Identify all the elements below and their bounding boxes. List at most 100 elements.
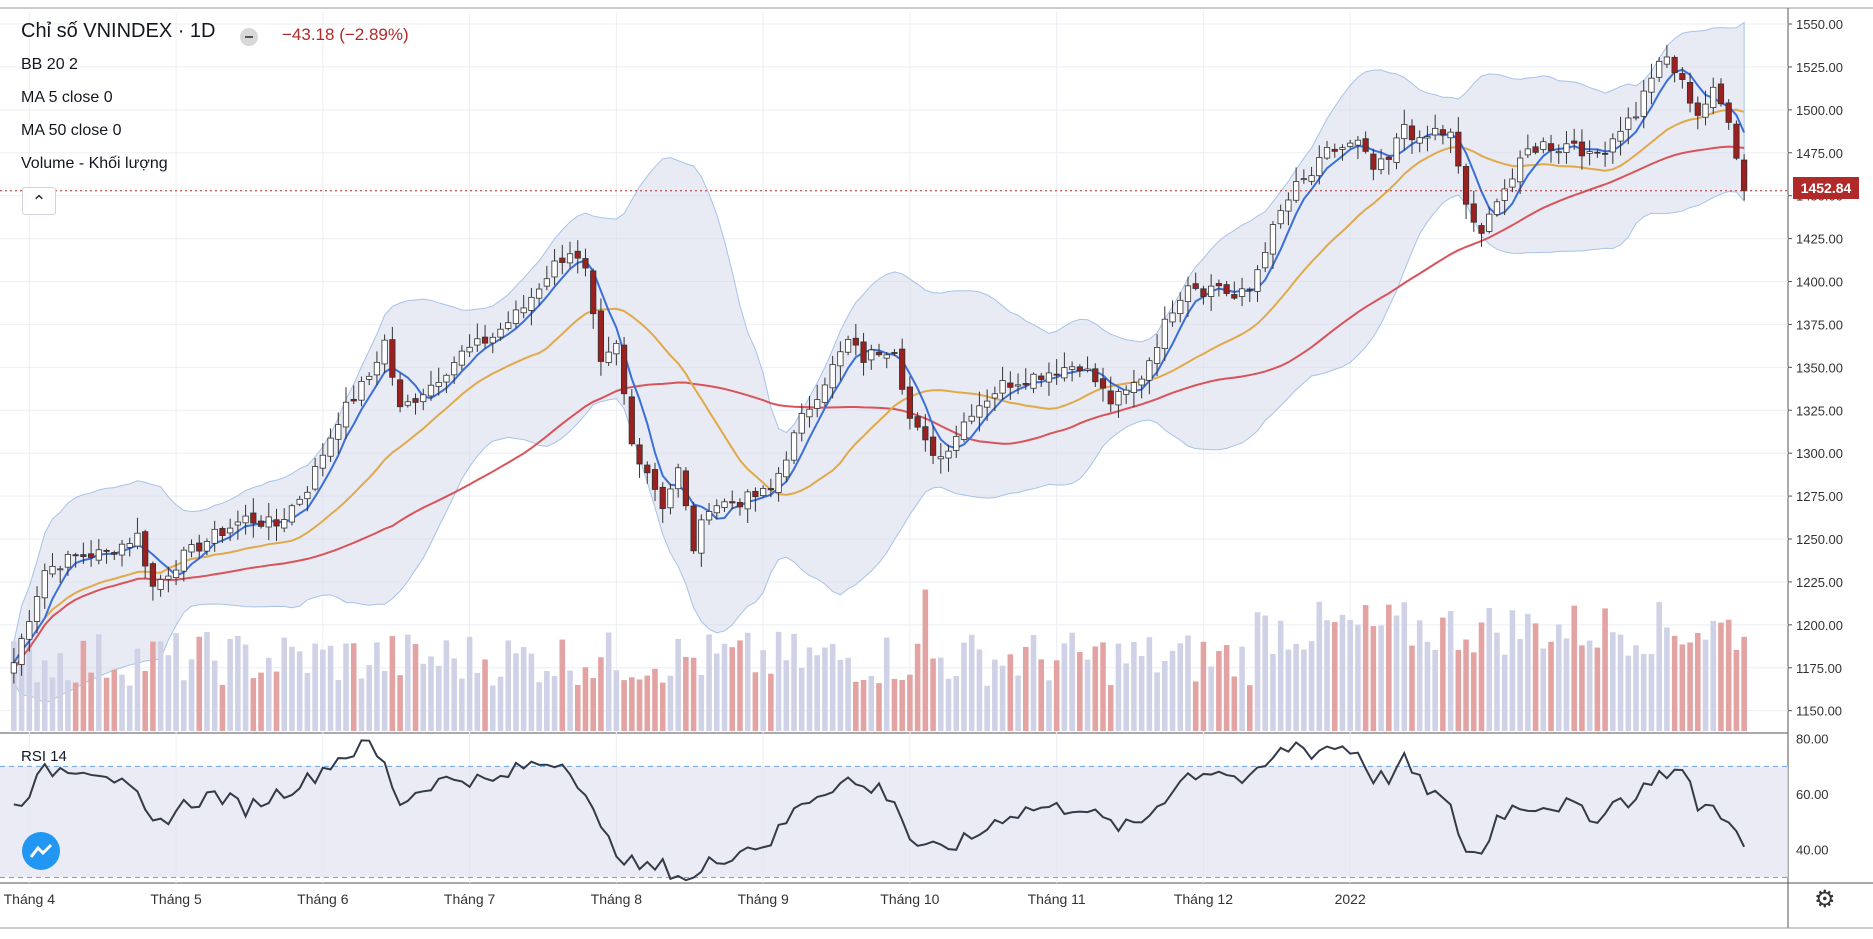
volume-bar: [126, 685, 133, 731]
candle-body: [1439, 129, 1446, 135]
volume-bar: [976, 649, 983, 731]
candle-body: [358, 380, 365, 401]
volume-bar: [582, 667, 589, 731]
volume-bar: [111, 669, 118, 731]
x-tick-label: Tháng 5: [150, 891, 202, 907]
volume-bar: [698, 674, 705, 731]
candle-body: [219, 528, 226, 536]
candle-body: [1223, 284, 1230, 294]
candle-body: [296, 498, 303, 505]
candle-body: [1377, 158, 1385, 171]
candle-body: [1200, 288, 1207, 297]
candle-body: [149, 563, 157, 587]
candle-body: [443, 374, 450, 383]
volume-bar: [544, 671, 550, 731]
candle-body: [520, 307, 527, 314]
volume-bar: [1633, 645, 1639, 731]
volume-bar: [1177, 643, 1184, 731]
candle-body: [26, 621, 33, 640]
candle-body: [288, 505, 296, 523]
candle-body: [960, 421, 968, 440]
y-tick-label: 1150.00: [1796, 704, 1842, 719]
volume-bar: [598, 657, 604, 731]
candle-body: [203, 541, 211, 552]
volume-bar: [188, 659, 195, 731]
volume-bar: [536, 682, 542, 731]
chevron-up-icon[interactable]: ⌃: [22, 187, 56, 215]
volume-bar: [922, 589, 929, 731]
candle-body: [1285, 199, 1292, 212]
candle-body: [883, 354, 890, 359]
volume-bar: [683, 656, 689, 731]
candle-body: [1493, 201, 1501, 215]
volume-bar: [1702, 639, 1709, 731]
minus-circle-icon[interactable]: [240, 28, 258, 46]
candle-body: [1686, 81, 1694, 104]
candle-body: [559, 257, 566, 263]
tradingview-logo-icon[interactable]: [22, 832, 60, 870]
candle-body: [1316, 157, 1323, 177]
y-tick-label: 1400.00: [1796, 275, 1843, 290]
volume-bar: [783, 660, 790, 731]
volume-bar: [103, 677, 110, 731]
candle-body: [1184, 285, 1192, 303]
rsi-tick-label: 40.00: [1796, 843, 1829, 858]
volume-bar: [1246, 685, 1253, 731]
volume-bar: [1131, 642, 1137, 731]
volume-bar: [320, 649, 326, 731]
candle-body: [265, 516, 272, 528]
volume-bar: [636, 679, 643, 731]
volume-bar: [737, 640, 743, 731]
candle-body: [435, 382, 442, 387]
volume-bar: [1169, 650, 1176, 731]
volume-bar: [992, 659, 998, 731]
rsi-line: [13, 739, 1746, 882]
volume-bar: [258, 672, 264, 731]
x-tick-label: 2022: [1335, 891, 1366, 907]
candle-body: [1053, 373, 1060, 376]
volume-bar: [281, 637, 287, 731]
volume-bar: [574, 684, 581, 731]
candle-body: [690, 505, 697, 552]
candle-body: [342, 401, 350, 428]
volume-bar: [1107, 685, 1114, 731]
candle-body: [783, 459, 790, 478]
volume-bar: [1270, 654, 1276, 731]
volume-bar: [1440, 617, 1446, 731]
volume-bar: [1586, 640, 1593, 731]
candle-body: [211, 528, 218, 544]
candle-body: [798, 413, 805, 434]
candle-body: [659, 486, 666, 509]
candle-body: [312, 466, 319, 490]
volume-bar: [721, 643, 728, 731]
gear-icon[interactable]: ⚙: [1814, 886, 1836, 913]
candle-body: [1625, 117, 1632, 130]
volume-bar: [1718, 622, 1724, 731]
volume-bar: [1100, 642, 1106, 731]
volume-bar: [1162, 660, 1168, 731]
legend-ma50[interactable]: MA 50 close 0: [21, 122, 122, 139]
candle-body: [1447, 131, 1454, 139]
candle-body: [427, 384, 435, 397]
volume-bar: [211, 660, 218, 731]
candle-body: [837, 351, 844, 367]
volume-bar: [335, 680, 342, 731]
candle-body: [327, 437, 334, 457]
candle-body: [1656, 60, 1663, 78]
volume-bar: [273, 671, 280, 731]
candle-body: [134, 532, 141, 547]
x-tick-label: Tháng 10: [880, 891, 939, 907]
legend-volume[interactable]: Volume - Khối lượng: [21, 155, 168, 172]
volume-bar: [1285, 649, 1292, 731]
candle-body: [404, 401, 411, 406]
volume-bar: [1223, 645, 1230, 731]
rsi-legend[interactable]: RSI 14: [21, 748, 67, 765]
legend-bb[interactable]: BB 20 2: [21, 56, 78, 73]
legend-ma5[interactable]: MA 5 close 0: [21, 89, 113, 106]
volume-bar: [96, 634, 102, 731]
candle-body: [1393, 137, 1400, 163]
x-tick-label: Tháng 7: [444, 891, 496, 907]
volume-bar: [1710, 620, 1717, 731]
candle-body: [41, 570, 48, 599]
